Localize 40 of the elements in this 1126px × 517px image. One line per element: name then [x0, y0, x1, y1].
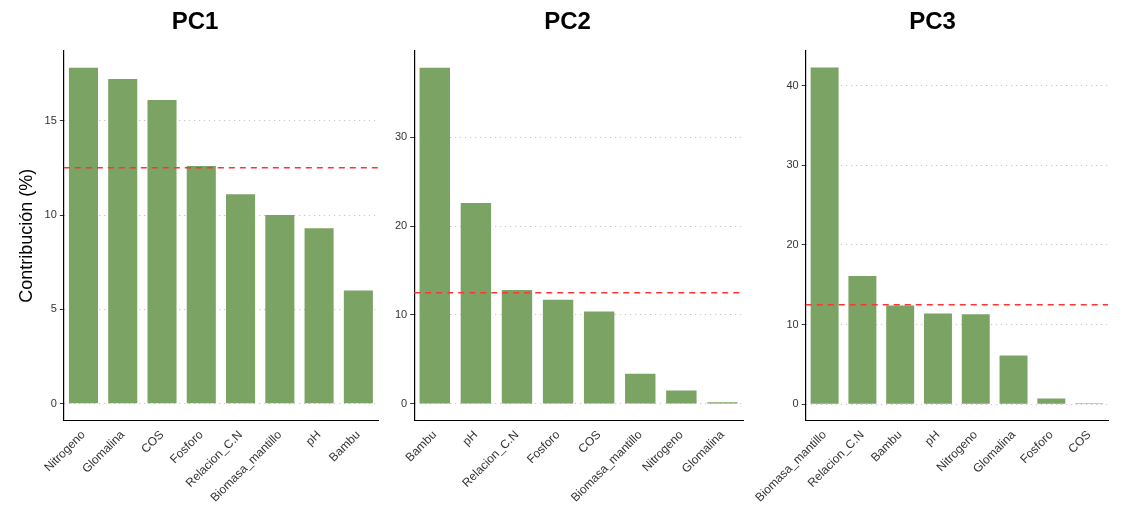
y-tick-label: 40: [786, 78, 799, 91]
y-tick-label: 0: [50, 396, 57, 409]
y-tick-label: 20: [786, 238, 799, 251]
bar: [147, 99, 177, 404]
y-tick-label: 30: [394, 130, 408, 143]
y-tick-label: 10: [394, 308, 408, 321]
bar: [460, 202, 492, 404]
bar: [542, 299, 574, 404]
chart-title: PC1: [171, 7, 219, 35]
y-tick-label: 30: [786, 158, 799, 171]
y-tick-label: 0: [401, 396, 408, 409]
y-tick-label: 15: [44, 113, 57, 126]
bar: [265, 215, 295, 404]
bar: [848, 276, 877, 404]
bar: [625, 373, 656, 404]
bar: [343, 290, 373, 404]
bar: [419, 67, 450, 404]
bar: [666, 390, 697, 404]
bar: [583, 311, 615, 404]
bar: [68, 67, 98, 404]
bar: [108, 79, 138, 404]
bar: [1037, 398, 1066, 404]
y-tick-label: 20: [394, 219, 408, 232]
bar: [304, 228, 334, 404]
bar: [999, 355, 1028, 404]
bar: [226, 194, 256, 404]
bar: [961, 314, 990, 404]
chart-title: PC3: [909, 7, 956, 35]
bar: [810, 67, 839, 404]
chart-title: PC2: [544, 7, 591, 35]
bar: [886, 305, 915, 404]
bar: [501, 290, 533, 404]
y-tick-label: 5: [50, 302, 57, 315]
bar: [923, 313, 952, 404]
x-tick-label: pH: [302, 427, 324, 449]
y-tick-label: 10: [786, 317, 799, 330]
y-tick-label: 10: [44, 208, 57, 221]
y-tick-label: 0: [792, 397, 799, 410]
y-axis-title: Contribución (%): [15, 168, 36, 303]
bar: [186, 165, 216, 404]
